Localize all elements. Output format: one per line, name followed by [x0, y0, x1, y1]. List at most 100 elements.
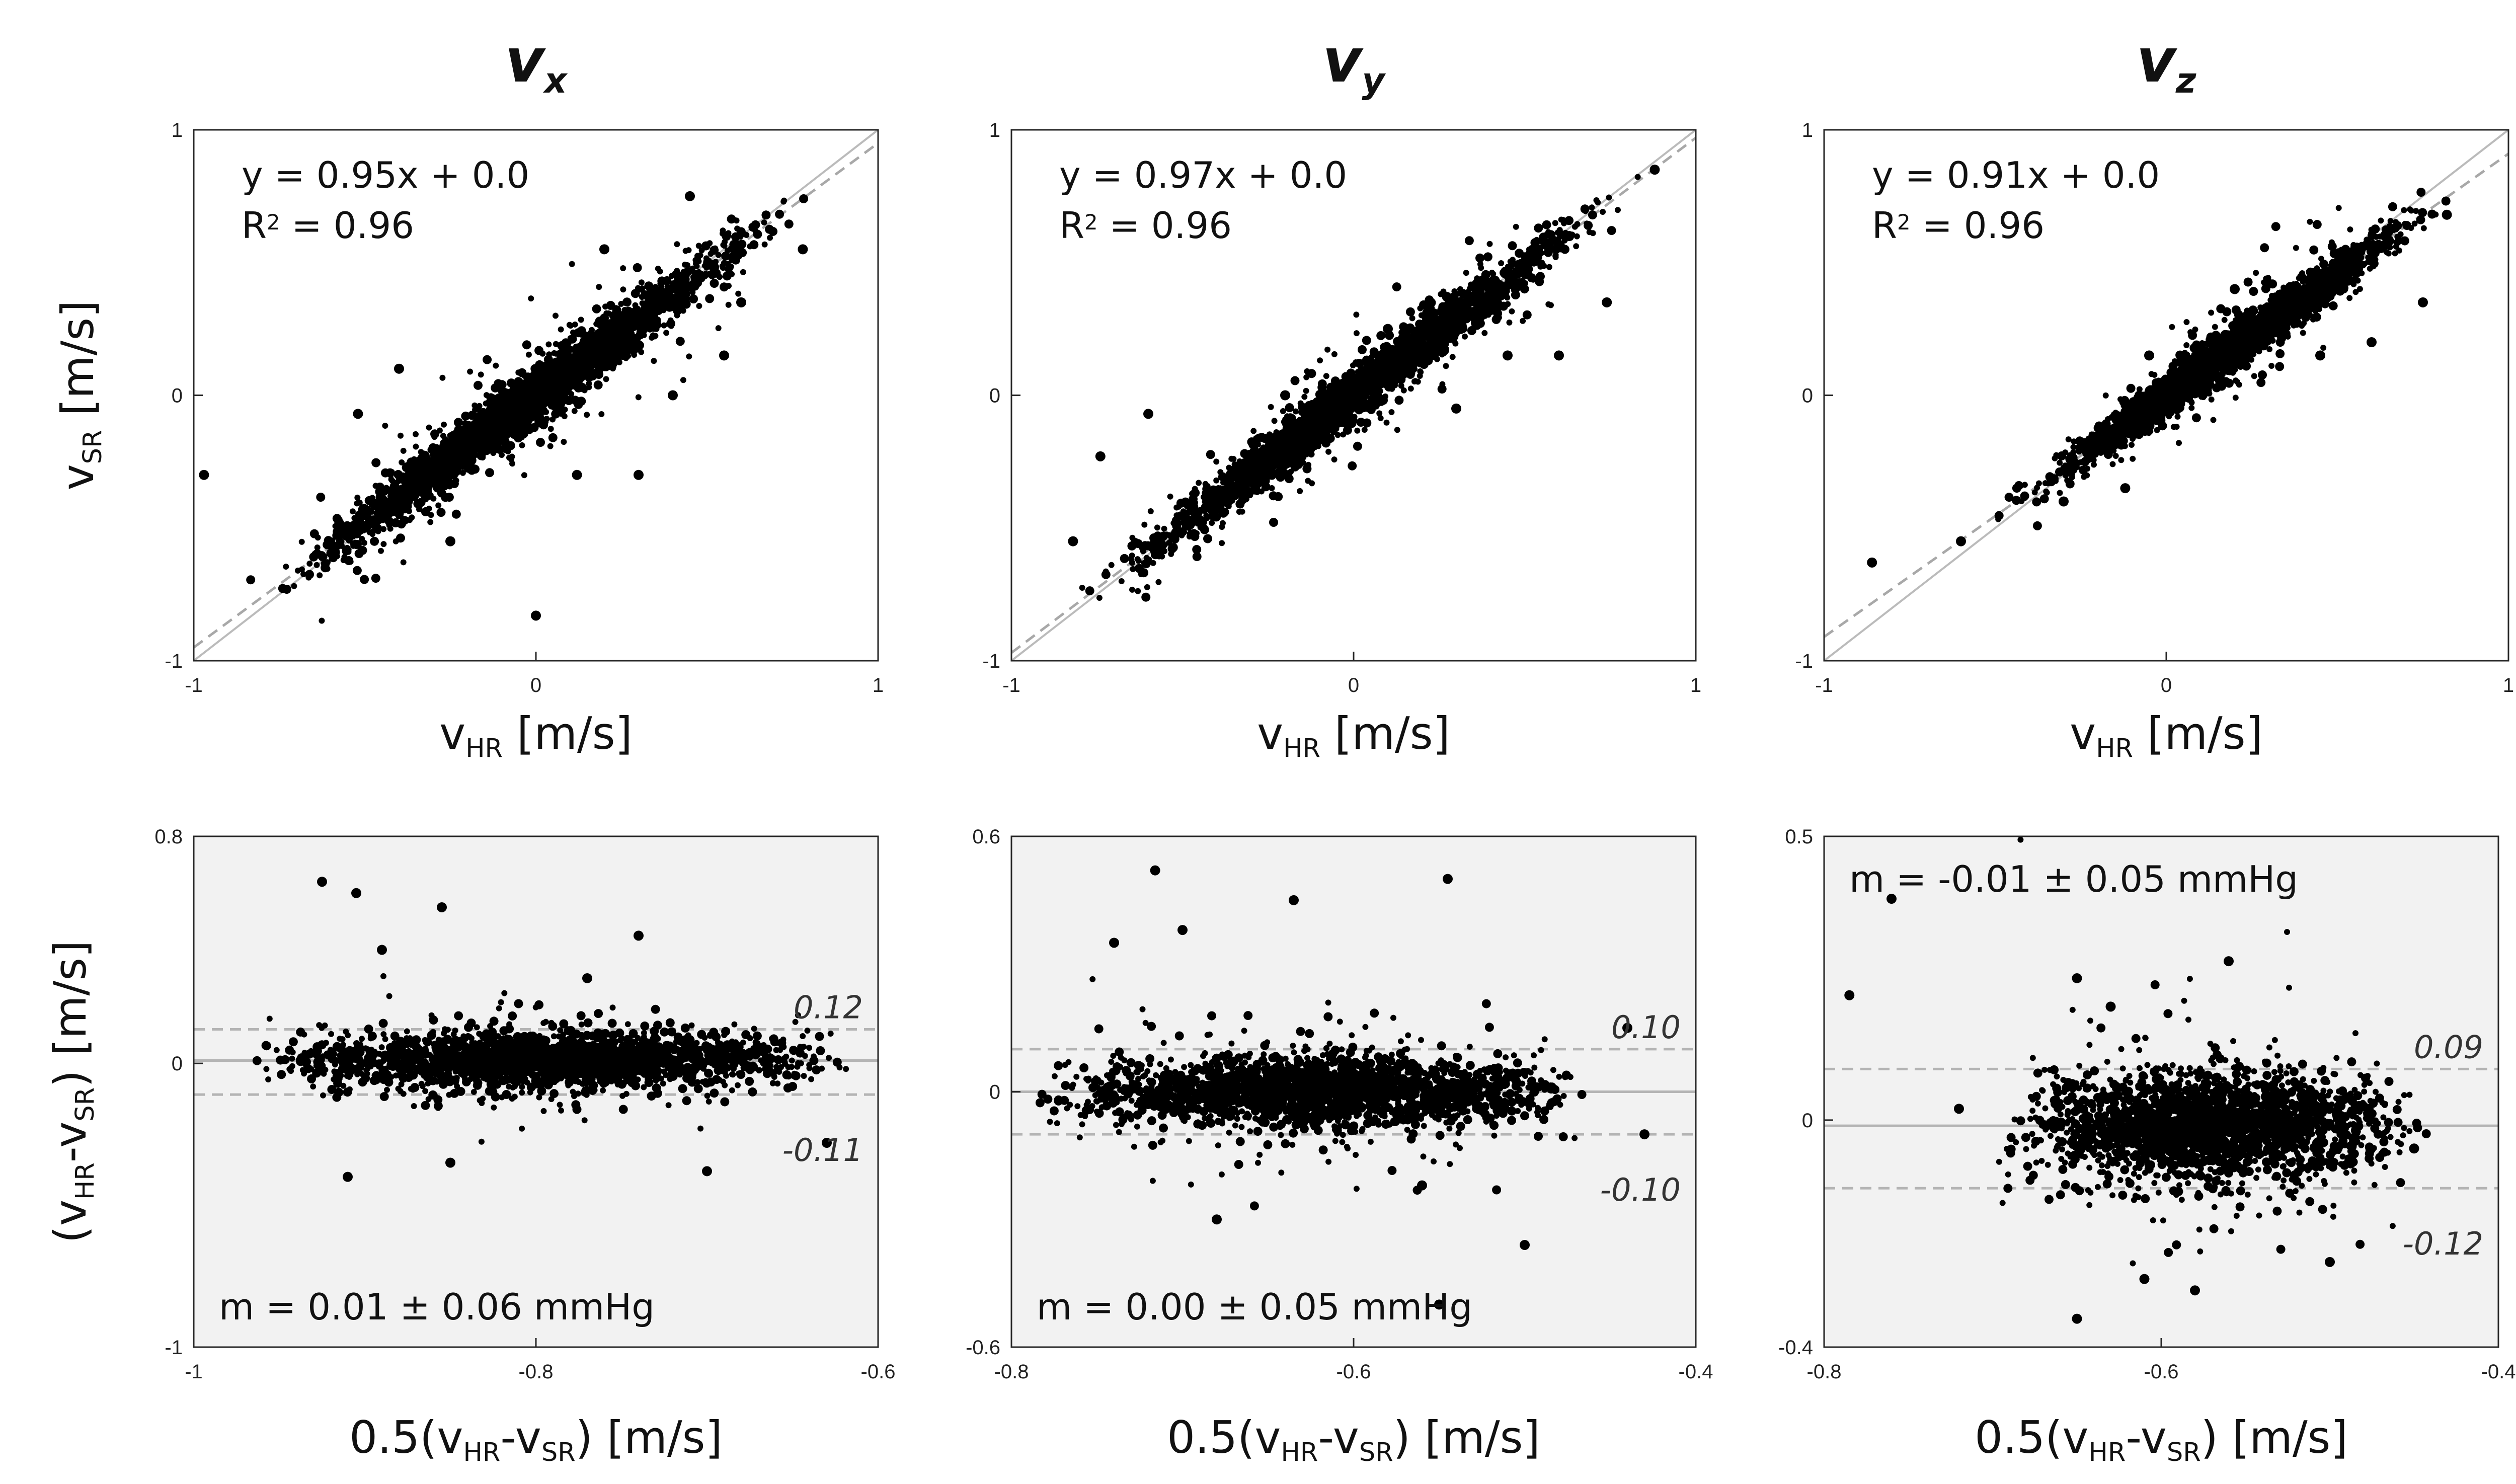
y-axis-label-part: [m/s] [52, 300, 104, 430]
data-point [736, 297, 746, 307]
x-axis-label-part: -v [500, 1412, 541, 1463]
panel-title-part: z [2175, 60, 2196, 101]
data-point-cloud [252, 973, 849, 1145]
data-point [634, 930, 644, 941]
panel-title-part: v [1322, 26, 1364, 96]
x-tick-label: -0.8 [519, 1361, 554, 1383]
upper-limit-label: 0.09 [2414, 1029, 2483, 1065]
mean-sd-annotation: m = 0.00 ± 0.05 mmHg [1037, 1286, 1472, 1328]
data-point [1109, 938, 1119, 948]
y-axis-label-part: ) [m/s] [44, 941, 96, 1087]
y-tick-label: -1 [982, 650, 1000, 672]
x-axis-label-part: ) [m/s] [2201, 1412, 2348, 1463]
x-axis-label-part: HR [463, 1438, 501, 1467]
x-axis-label-part: v [2070, 708, 2096, 759]
mean-sd-annotation: m = -0.01 ± 0.05 mmHg [1849, 858, 2298, 900]
x-axis-label-part: 0.5(v [1975, 1412, 2088, 1463]
data-point [1503, 350, 1513, 361]
data-point [1639, 1129, 1649, 1140]
data-point [445, 536, 455, 546]
panel-title: vx [505, 26, 568, 101]
x-axis-label-part: [m/s] [1320, 708, 1450, 759]
data-point [1954, 1104, 1964, 1114]
y-axis-label-part: HR [70, 1162, 100, 1200]
x-tick-label: -0.6 [1336, 1361, 1371, 1383]
y-axis-label-part: SR [78, 430, 108, 464]
data-point [2325, 1257, 2335, 1267]
y-tick-label: 0 [172, 385, 183, 407]
data-point [822, 1138, 832, 1148]
data-point [343, 1171, 353, 1182]
panel-title: vz [2137, 26, 2196, 101]
data-point [2409, 1143, 2419, 1154]
x-axis-label-part: HR [465, 734, 503, 763]
data-point [353, 409, 363, 419]
x-tick-label: -0.8 [1807, 1361, 1842, 1383]
data-point [1602, 297, 1612, 307]
panel-bland-altman-vx: -1 -0.8 -0.6-100.80.5(vHR-vSR) [m/s](vHR-v… [44, 826, 895, 1467]
y-tick-label: 1 [989, 119, 1000, 141]
x-axis-label-part: SR [541, 1438, 576, 1467]
data-point [582, 973, 592, 983]
y-tick-label: 0 [1802, 385, 1813, 407]
data-point [1289, 895, 1299, 905]
r-squared-label: R2 = 0.96 [1872, 204, 2045, 247]
regression-equation: y = 0.97x + 0.0 [1059, 154, 1347, 196]
data-point [1383, 324, 1393, 334]
panel-title-part: v [2137, 26, 2178, 96]
data-point [1956, 536, 1966, 546]
regression-equation: y = 0.91x + 0.0 [1872, 154, 2160, 196]
x-axis-label: vHR [m/s] [1257, 708, 1450, 763]
data-point [572, 470, 582, 480]
data-point [1229, 470, 1239, 480]
data-point [1095, 451, 1106, 461]
y-tick-label: 0.6 [972, 826, 1000, 848]
data-point [1520, 1240, 1530, 1250]
data-point [2230, 284, 2240, 294]
data-point [1212, 1214, 1222, 1225]
x-axis-label-part: -v [1318, 1412, 1359, 1463]
x-axis-label: vHR [m/s] [2070, 708, 2263, 763]
x-tick-label: 0 [2161, 674, 2172, 696]
data-point [798, 244, 808, 255]
data-point [1867, 557, 1877, 568]
data-point [2139, 1274, 2150, 1284]
data-point [1443, 874, 1453, 884]
data-point [1434, 1299, 1444, 1310]
x-tick-label: -1 [185, 674, 203, 696]
y-tick-label: 1 [1802, 119, 1813, 141]
r-squared-label-part: 2 [267, 210, 280, 235]
r-squared-label-part: R [1059, 204, 1084, 247]
data-point [2144, 350, 2154, 361]
data-point-cloud [246, 194, 809, 624]
data-point [2105, 1001, 2116, 1012]
x-tick-label: -0.6 [861, 1361, 896, 1383]
data-point [437, 902, 447, 912]
r-squared-label-part: = 0.96 [280, 204, 414, 247]
data-point [2059, 496, 2069, 507]
data-point [1150, 865, 1160, 876]
x-axis-label-part: HR [1281, 1438, 1318, 1467]
y-tick-label: 0 [172, 1053, 183, 1075]
data-point [1886, 894, 1897, 904]
r-squared-label-part: 2 [1897, 210, 1911, 235]
upper-limit-label: 0.10 [1611, 1009, 1681, 1046]
data-point [668, 390, 678, 401]
data-point-cloud [1996, 836, 2431, 1267]
data-point [634, 470, 644, 480]
data-point [445, 1157, 455, 1168]
data-point [1068, 536, 1078, 546]
x-axis-label-part: HR [1283, 734, 1320, 763]
data-point [599, 244, 609, 255]
data-point [2367, 337, 2377, 347]
y-tick-label: 0.8 [154, 826, 183, 848]
x-tick-label: -0.4 [1679, 1361, 1713, 1383]
regression-equation: y = 0.95x + 0.0 [242, 154, 529, 196]
y-tick-label: 0 [989, 385, 1000, 407]
data-point [685, 191, 695, 201]
x-axis-label-part: v [1257, 708, 1283, 759]
panel-title-part: v [505, 26, 546, 96]
data-point [2127, 403, 2137, 414]
